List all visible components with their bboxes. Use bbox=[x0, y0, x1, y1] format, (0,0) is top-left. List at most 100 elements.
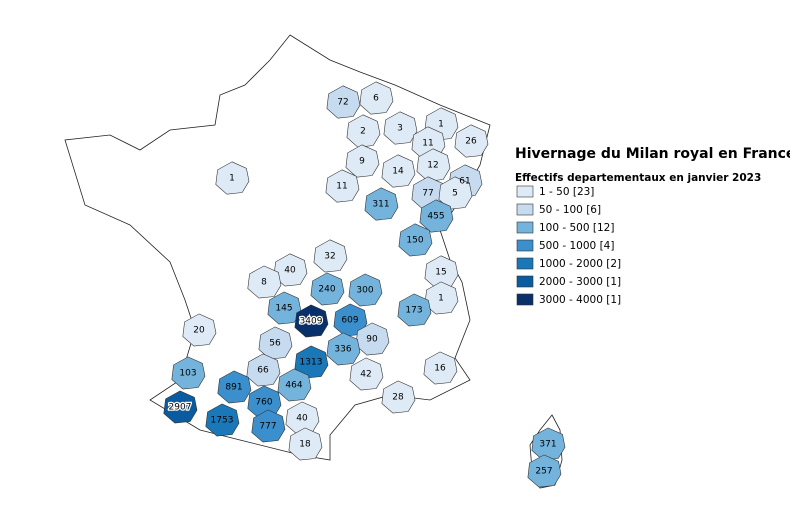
department-value: 5 bbox=[452, 189, 458, 199]
department-value: 56 bbox=[269, 339, 281, 349]
legend-label: 100 - 500 [12] bbox=[539, 222, 614, 234]
department-value: 16 bbox=[434, 364, 446, 374]
department bbox=[267, 291, 302, 325]
department-value: 3 bbox=[397, 124, 403, 134]
legend-label: 1 - 50 [23] bbox=[539, 186, 594, 198]
department-value: 777 bbox=[259, 422, 276, 432]
department-value: 173 bbox=[405, 306, 422, 316]
department-value: 103 bbox=[179, 369, 196, 379]
department-value: 77 bbox=[422, 189, 433, 199]
department-value: 891 bbox=[225, 383, 242, 393]
department bbox=[364, 187, 399, 221]
department bbox=[246, 353, 281, 387]
legend-swatch bbox=[516, 275, 534, 288]
department-value: 371 bbox=[539, 440, 556, 450]
legend-label: 2000 - 3000 [1] bbox=[539, 276, 621, 288]
department-value: 18 bbox=[299, 440, 311, 450]
department bbox=[326, 332, 361, 366]
department-value: 257 bbox=[535, 467, 552, 477]
department bbox=[247, 265, 282, 299]
department bbox=[294, 304, 329, 338]
department bbox=[397, 293, 432, 327]
department-value: 20 bbox=[193, 326, 205, 336]
department bbox=[345, 144, 380, 178]
department bbox=[359, 81, 394, 115]
department bbox=[349, 357, 384, 391]
department bbox=[381, 380, 416, 414]
department-value: 6 bbox=[373, 94, 379, 104]
legend-swatch bbox=[516, 221, 534, 234]
department-value: 42 bbox=[360, 370, 371, 380]
department-value: 145 bbox=[275, 304, 292, 314]
department bbox=[251, 409, 286, 443]
department bbox=[326, 85, 361, 119]
department bbox=[383, 111, 418, 145]
department bbox=[277, 368, 312, 402]
department bbox=[438, 176, 473, 210]
legend-swatch bbox=[516, 239, 534, 252]
department-value: 1 bbox=[229, 174, 235, 184]
department bbox=[273, 253, 308, 287]
department-value: 1313 bbox=[300, 358, 323, 368]
department-value: 15 bbox=[435, 268, 446, 278]
department-value: 66 bbox=[257, 366, 269, 376]
legend-title: Effectifs departementaux en janvier 2023 bbox=[515, 172, 761, 184]
legend-label: 3000 - 4000 [1] bbox=[539, 294, 621, 306]
department-value: 455 bbox=[427, 212, 444, 222]
department-value: 12 bbox=[427, 161, 438, 171]
legend-swatch bbox=[516, 293, 534, 306]
department-value: 32 bbox=[324, 252, 335, 262]
department bbox=[217, 370, 252, 404]
department-value: 2907 bbox=[169, 403, 192, 413]
department bbox=[205, 403, 240, 437]
department bbox=[313, 239, 348, 273]
department bbox=[182, 313, 217, 347]
department bbox=[454, 124, 489, 158]
map-title: Hivernage du Milan royal en France bbox=[515, 146, 790, 162]
legend-swatch bbox=[516, 203, 534, 216]
department-value: 1 bbox=[438, 120, 444, 130]
legend-label: 50 - 100 [6] bbox=[539, 204, 601, 216]
department bbox=[310, 272, 345, 306]
department-value: 40 bbox=[284, 266, 296, 276]
department-value: 26 bbox=[465, 137, 477, 147]
department bbox=[215, 161, 250, 195]
department-value: 2 bbox=[360, 127, 366, 137]
department bbox=[355, 322, 390, 356]
legend-swatch bbox=[516, 185, 534, 198]
department-value: 1 bbox=[438, 294, 444, 304]
department bbox=[288, 427, 323, 461]
legend-label: 500 - 1000 [4] bbox=[539, 240, 614, 252]
department bbox=[424, 281, 459, 315]
department-value: 14 bbox=[392, 167, 404, 177]
department-value: 40 bbox=[296, 414, 308, 424]
department bbox=[294, 345, 329, 379]
department-value: 72 bbox=[337, 98, 348, 108]
department-value: 464 bbox=[285, 381, 302, 391]
department bbox=[171, 356, 206, 390]
department-value: 61 bbox=[459, 177, 470, 187]
department-value: 3409 bbox=[300, 317, 323, 327]
department bbox=[419, 199, 454, 233]
department-value: 311 bbox=[372, 200, 389, 210]
legend-label: 1000 - 2000 [2] bbox=[539, 258, 621, 270]
department bbox=[423, 351, 458, 385]
department-value: 336 bbox=[334, 345, 351, 355]
department bbox=[527, 454, 562, 488]
legend-swatch bbox=[516, 257, 534, 270]
department-value: 11 bbox=[422, 139, 433, 149]
department-value: 11 bbox=[336, 182, 347, 192]
department-value: 760 bbox=[255, 398, 272, 408]
department bbox=[381, 154, 416, 188]
department-value: 150 bbox=[406, 236, 423, 246]
department-value: 609 bbox=[341, 316, 358, 326]
department-value: 1753 bbox=[211, 416, 234, 426]
department-value: 28 bbox=[392, 393, 404, 403]
department bbox=[348, 273, 383, 307]
department-value: 240 bbox=[318, 285, 335, 295]
department-value: 90 bbox=[366, 335, 378, 345]
department-value: 300 bbox=[356, 286, 373, 296]
department bbox=[398, 223, 433, 257]
department bbox=[325, 169, 360, 203]
